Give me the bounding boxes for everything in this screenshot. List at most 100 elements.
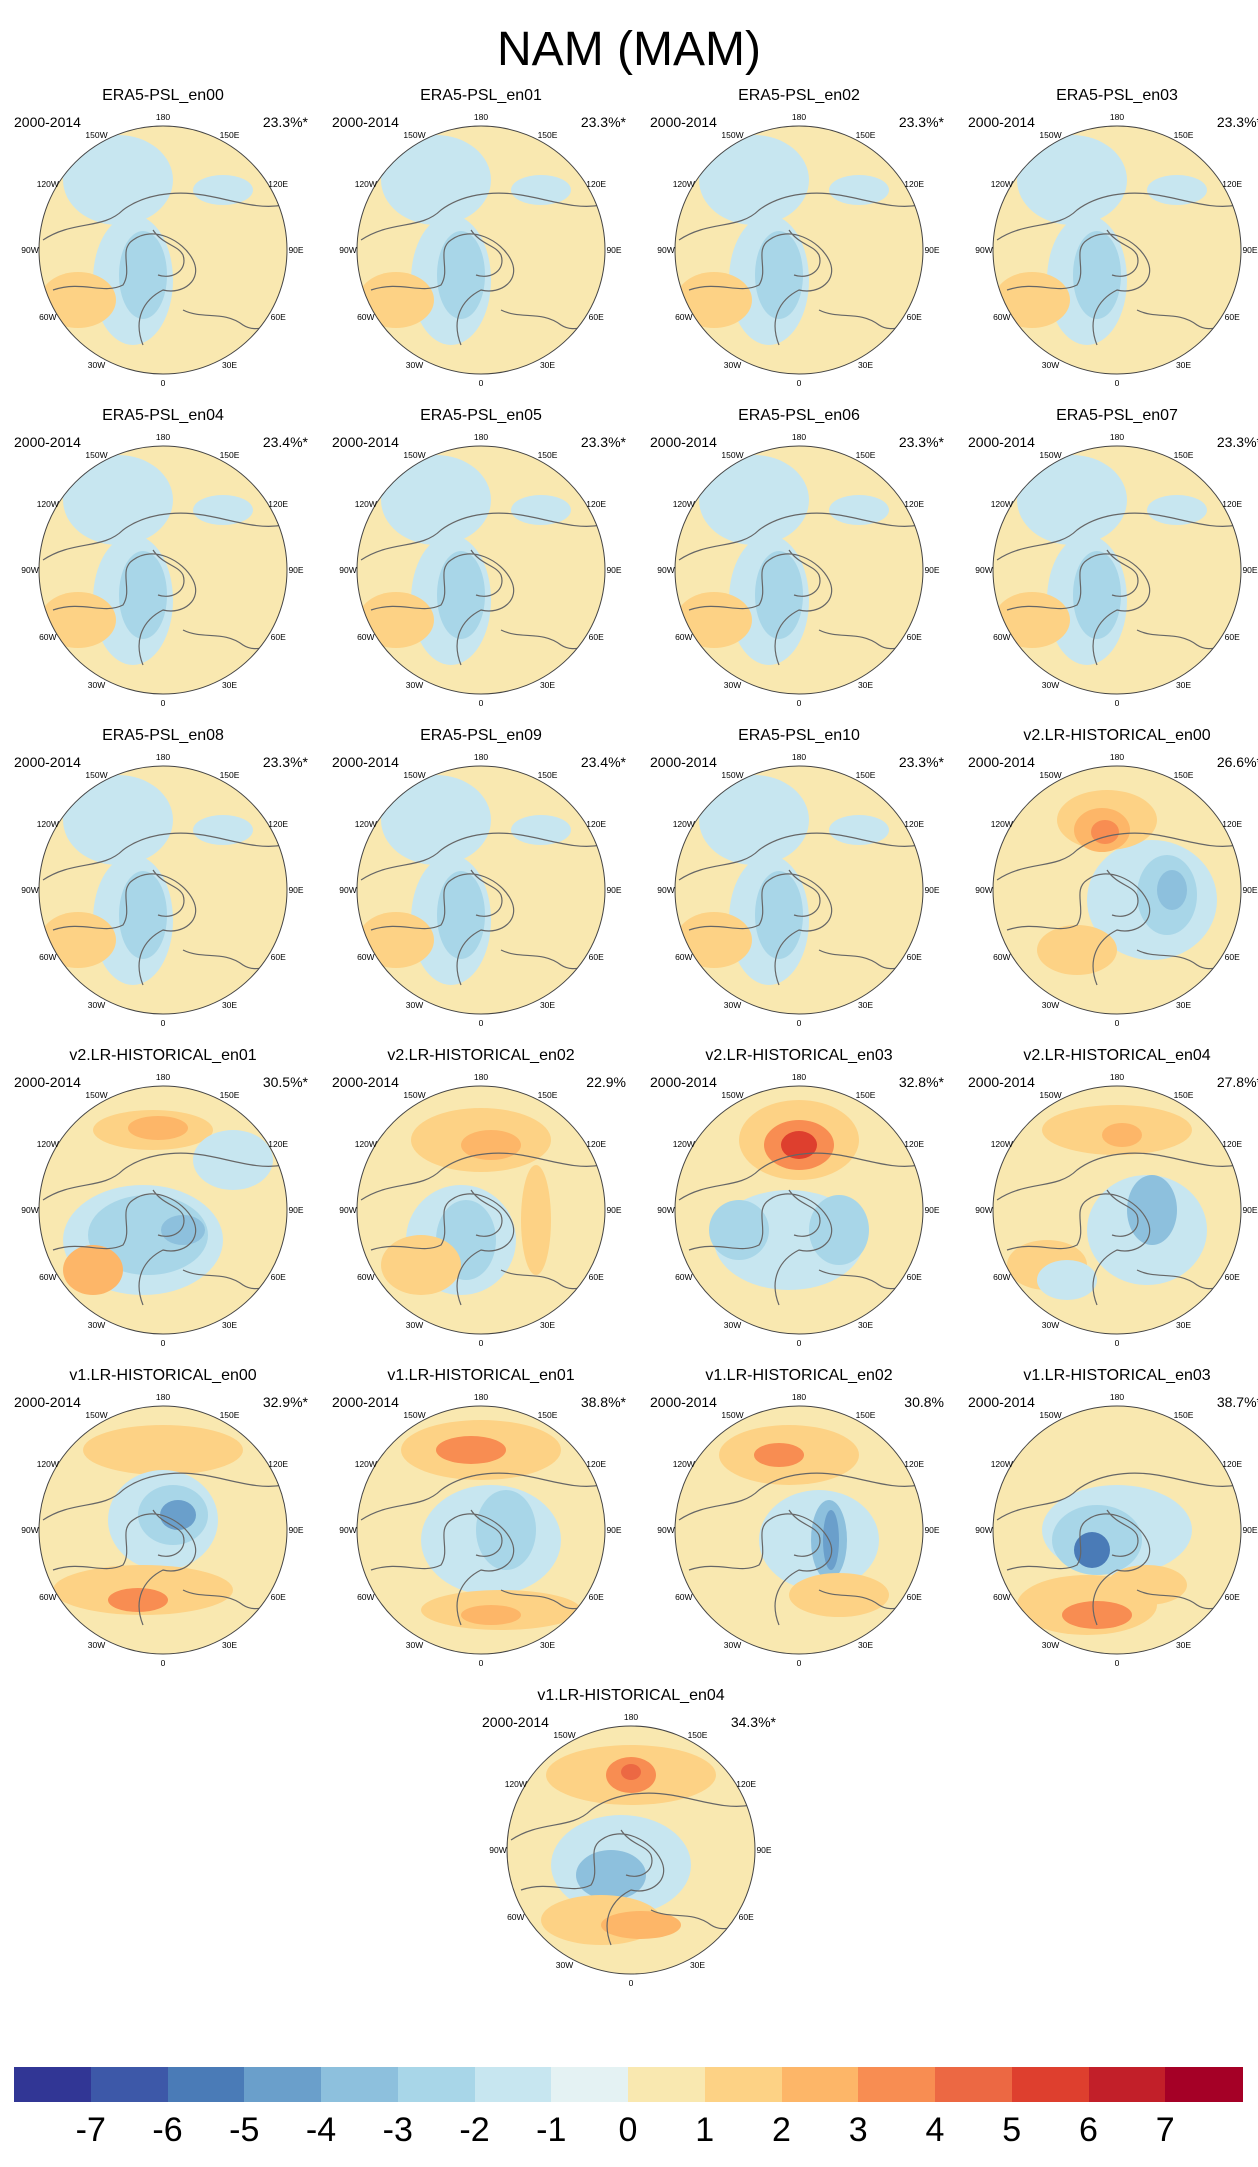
longitude-label: 30W bbox=[723, 1000, 742, 1011]
longitude-label: 180 bbox=[473, 1392, 489, 1402]
longitude-label: 30W bbox=[723, 1320, 742, 1331]
longitude-label: 30W bbox=[1041, 1320, 1060, 1331]
longitude-label: 30W bbox=[87, 1000, 106, 1011]
longitude-label: 90W bbox=[21, 1525, 39, 1535]
longitude-label: 30E bbox=[539, 360, 556, 371]
longitude-label: 150E bbox=[855, 449, 876, 460]
longitude-label: 30W bbox=[723, 680, 742, 691]
longitude-label: 150W bbox=[1039, 449, 1062, 460]
panel-title: v1.LR-HISTORICAL_en03 bbox=[1023, 1367, 1211, 1384]
panel-period: 2000-2014 bbox=[14, 754, 81, 770]
longitude-label: 0 bbox=[478, 378, 484, 388]
positive-anomaly-contour bbox=[436, 1436, 506, 1464]
longitude-label: 180 bbox=[791, 752, 807, 762]
longitude-label: 60E bbox=[588, 1591, 604, 1602]
positive-anomaly-contour bbox=[83, 1425, 243, 1475]
longitude-label: 120E bbox=[904, 498, 925, 509]
panel-title: ERA5-PSL_en03 bbox=[1056, 87, 1178, 104]
longitude-label: 150W bbox=[85, 449, 108, 460]
colorbar-swatch bbox=[1165, 2067, 1243, 2102]
longitude-label: 60W bbox=[39, 1591, 57, 1602]
longitude-label: 150W bbox=[85, 769, 108, 780]
panel-title: v1.LR-HISTORICAL_en00 bbox=[69, 1367, 257, 1384]
panel-period: 2000-2014 bbox=[968, 1394, 1035, 1410]
longitude-label: 90W bbox=[21, 245, 39, 255]
longitude-label: 120W bbox=[990, 498, 1013, 509]
longitude-label: 150E bbox=[1173, 769, 1194, 780]
longitude-label: 150W bbox=[403, 129, 426, 140]
explained-variance: 23.4%* bbox=[262, 434, 308, 450]
longitude-label: 120W bbox=[354, 498, 377, 509]
longitude-label: 30E bbox=[539, 1000, 556, 1011]
longitude-label: 150W bbox=[553, 1729, 576, 1740]
longitude-label: 90W bbox=[975, 885, 993, 895]
positive-anomaly-contour bbox=[108, 1588, 168, 1612]
longitude-label: 90E bbox=[756, 1845, 772, 1855]
longitude-label: 60E bbox=[270, 1271, 286, 1282]
longitude-label: 60W bbox=[39, 631, 57, 642]
explained-variance: 23.3%* bbox=[580, 114, 626, 130]
longitude-label: 90W bbox=[975, 565, 993, 575]
negative-anomaly-contour bbox=[829, 495, 889, 525]
longitude-label: 90E bbox=[606, 1205, 622, 1215]
longitude-label: 150E bbox=[1173, 1409, 1194, 1420]
negative-anomaly-contour bbox=[106, 145, 130, 165]
negative-anomaly-contour bbox=[576, 1850, 646, 1900]
positive-anomaly-contour bbox=[621, 1764, 641, 1780]
panel-title: v2.LR-HISTORICAL_en02 bbox=[387, 1047, 575, 1064]
longitude-label: 120W bbox=[672, 1458, 695, 1469]
map-panel: ERA5-PSL_en07 2000-2014 23.3%* 180 150E 120E 9… bbox=[968, 407, 1258, 708]
colorbar-swatch bbox=[935, 2067, 1013, 2102]
longitude-label: 120W bbox=[504, 1778, 527, 1789]
longitude-label: 30W bbox=[87, 680, 106, 691]
map-boundary bbox=[38, 125, 288, 375]
positive-anomaly-contour bbox=[1037, 925, 1117, 975]
map-boundary bbox=[38, 1405, 288, 1655]
negative-anomaly-contour bbox=[193, 175, 253, 205]
polar-map bbox=[356, 765, 606, 1015]
longitude-label: 60W bbox=[675, 951, 693, 962]
longitude-label: 30E bbox=[221, 1640, 238, 1651]
longitude-label: 30E bbox=[221, 1000, 238, 1011]
negative-anomaly-contour bbox=[742, 465, 766, 485]
panel-period: 2000-2014 bbox=[14, 434, 81, 450]
explained-variance: 30.5%* bbox=[262, 1074, 308, 1090]
coastline bbox=[360, 1152, 602, 1306]
longitude-label: 30W bbox=[1041, 1000, 1060, 1011]
negative-anomaly-contour bbox=[511, 175, 571, 205]
longitude-label: 150E bbox=[855, 1089, 876, 1100]
longitude-label: 90W bbox=[489, 1845, 507, 1855]
negative-anomaly-contour bbox=[424, 465, 448, 485]
negative-anomaly-contour bbox=[1127, 1175, 1177, 1245]
polar-map bbox=[674, 445, 924, 695]
explained-variance: 23.3%* bbox=[898, 434, 944, 450]
longitude-label: 120W bbox=[672, 498, 695, 509]
longitude-label: 150W bbox=[1039, 769, 1062, 780]
longitude-label: 60E bbox=[270, 311, 286, 322]
longitude-label: 120W bbox=[990, 818, 1013, 829]
panel-period: 2000-2014 bbox=[968, 1074, 1035, 1090]
positive-anomaly-contour bbox=[1102, 1123, 1142, 1147]
longitude-label: 120W bbox=[36, 818, 59, 829]
negative-anomaly-contour bbox=[119, 551, 167, 639]
negative-anomaly-contour bbox=[119, 231, 167, 319]
polar-map bbox=[356, 1085, 606, 1335]
panel-period: 2000-2014 bbox=[332, 434, 399, 450]
map-panel: ERA5-PSL_en06 2000-2014 23.3%* 180 150E 120E 9… bbox=[650, 407, 948, 708]
colorbar-tick-label: -2 bbox=[459, 2111, 490, 2149]
negative-anomaly-contour bbox=[1037, 1260, 1097, 1300]
coastline bbox=[996, 192, 1238, 346]
positive-anomaly-contour bbox=[676, 592, 752, 648]
explained-variance: 30.8% bbox=[904, 1394, 944, 1410]
map-boundary bbox=[356, 445, 606, 695]
longitude-label: 120E bbox=[1222, 178, 1243, 189]
longitude-label: 90E bbox=[924, 885, 940, 895]
longitude-label: 30W bbox=[87, 1320, 106, 1331]
negative-anomaly-contour bbox=[823, 1510, 839, 1570]
longitude-label: 0 bbox=[478, 1018, 484, 1028]
longitude-label: 90E bbox=[606, 1525, 622, 1535]
longitude-label: 120E bbox=[904, 1458, 925, 1469]
longitude-label: 120E bbox=[1222, 1138, 1243, 1149]
map-boundary bbox=[356, 125, 606, 375]
map-boundary bbox=[356, 1085, 606, 1335]
